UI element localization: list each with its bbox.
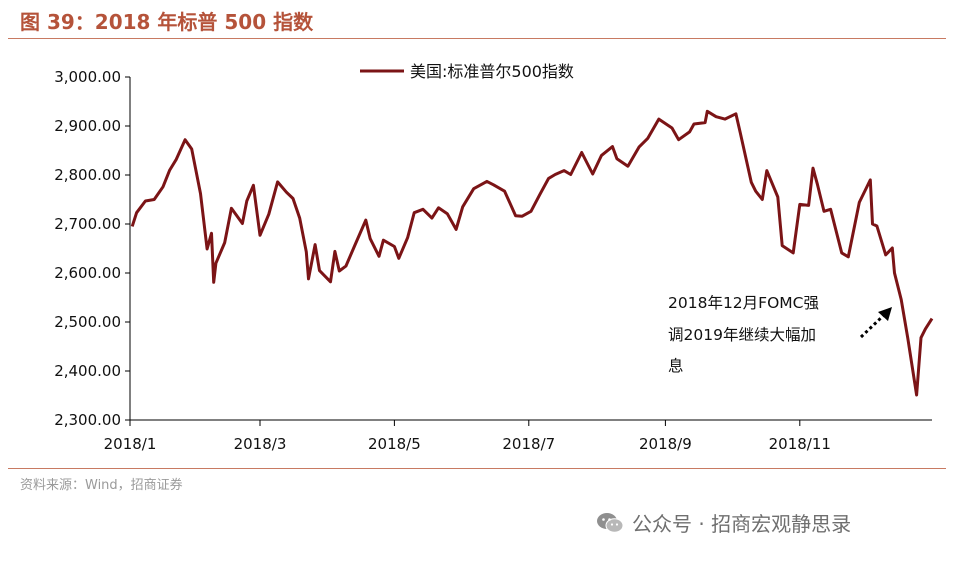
chart: 3,000.00 2,900.00 2,800.00 2,700.00 2,600.00…	[54, 62, 934, 453]
figure-title: 图 39：2018 年标普 500 指数	[20, 10, 314, 34]
chart-axes	[129, 77, 932, 421]
annotation-text: 2018年12月FOMC强	[668, 294, 819, 312]
watermark: 公众号 · 招商宏观静思录	[596, 508, 851, 537]
source-note: 资料来源：Wind，招商证券	[20, 478, 183, 493]
x-tick-label: 2018/9	[639, 435, 692, 453]
annotation-text: 息	[668, 357, 684, 375]
y-tick-label: 2,800.00	[54, 166, 121, 184]
x-axis-ticks: 2018/1 2018/3 2018/5 2018/7 2018/9 2018/11	[104, 420, 831, 453]
x-tick-label: 2018/5	[368, 435, 421, 453]
y-tick-label: 3,000.00	[54, 68, 121, 86]
source-rule	[8, 468, 946, 469]
series-line	[130, 109, 934, 397]
x-tick-label: 2018/3	[234, 435, 287, 453]
y-tick-label: 2,900.00	[54, 117, 121, 135]
annotation-arrow-shaft	[859, 313, 886, 339]
y-tick-label: 2,500.00	[54, 313, 121, 331]
x-tick-label: 2018/7	[502, 435, 555, 453]
y-axis-ticks: 3,000.00 2,900.00 2,800.00 2,700.00 2,600.00…	[54, 68, 130, 429]
legend-label: 美国:标准普尔500指数	[410, 62, 574, 81]
chart-series	[130, 109, 934, 397]
y-tick-label: 2,400.00	[54, 362, 121, 380]
x-tick-label: 2018/1	[104, 435, 157, 453]
title-rule	[8, 38, 946, 39]
y-tick-label: 2,600.00	[54, 264, 121, 282]
annotation-arrow-head	[878, 307, 892, 321]
chart-legend: 美国:标准普尔500指数	[360, 62, 574, 81]
y-tick-label: 2,300.00	[54, 411, 121, 429]
watermark-text: 公众号 · 招商宏观静思录	[632, 512, 852, 536]
y-tick-label: 2,700.00	[54, 215, 121, 233]
annotation-text: 调2019年继续大幅加	[668, 326, 816, 344]
wechat-icon	[597, 512, 624, 533]
x-tick-label: 2018/11	[769, 435, 831, 453]
